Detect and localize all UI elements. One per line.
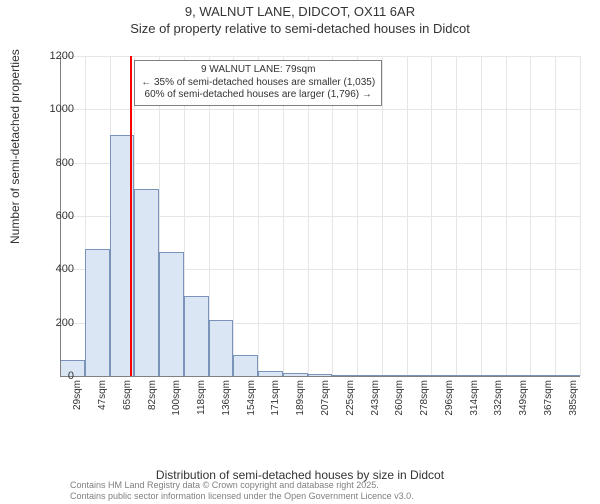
x-tick-label: 189sqm: [295, 380, 306, 420]
gridline-v: [407, 56, 408, 376]
gridline-v: [530, 56, 531, 376]
x-tick-label: 82sqm: [147, 380, 158, 420]
y-axis-label: Number of semi-detached properties: [8, 49, 22, 244]
annotation-line: 60% of semi-detached houses are larger (…: [141, 89, 375, 102]
annotation-line: ← 35% of semi-detached houses are smalle…: [141, 77, 375, 90]
x-tick-label: 296sqm: [444, 380, 455, 420]
gridline-v: [456, 56, 457, 376]
chart-title-line1: 9, WALNUT LANE, DIDCOT, OX11 6AR: [0, 4, 600, 19]
x-tick-label: 65sqm: [122, 380, 133, 420]
x-tick-label: 118sqm: [196, 380, 207, 420]
x-tick-label: 314sqm: [469, 380, 480, 420]
plot-region: 9 WALNUT LANE: 79sqm← 35% of semi-detach…: [60, 56, 580, 436]
x-tick-label: 29sqm: [72, 380, 83, 420]
histogram-bar: [159, 252, 184, 376]
histogram-bar: [209, 320, 234, 376]
histogram-bar: [134, 189, 159, 376]
histogram-bar: [85, 249, 110, 376]
gridline-v: [431, 56, 432, 376]
reference-marker-line: [130, 56, 132, 376]
y-tick-label: 200: [44, 317, 74, 329]
x-tick-label: 243sqm: [370, 380, 381, 420]
y-tick-label: 1000: [44, 103, 74, 115]
y-tick-label: 0: [44, 370, 74, 382]
x-tick-label: 100sqm: [171, 380, 182, 420]
y-tick-label: 1200: [44, 50, 74, 62]
x-tick-label: 154sqm: [246, 380, 257, 420]
x-tick-label: 385sqm: [568, 380, 579, 420]
y-tick-label: 800: [44, 157, 74, 169]
chart-title-line2: Size of property relative to semi-detach…: [0, 21, 600, 36]
x-tick-label: 171sqm: [270, 380, 281, 420]
gridline-v: [481, 56, 482, 376]
x-tick-label: 225sqm: [345, 380, 356, 420]
gridline-h: [60, 56, 580, 57]
marker-annotation: 9 WALNUT LANE: 79sqm← 35% of semi-detach…: [134, 60, 382, 106]
y-tick-label: 400: [44, 263, 74, 275]
gridline-v: [506, 56, 507, 376]
y-tick-label: 600: [44, 210, 74, 222]
x-tick-label: 47sqm: [97, 380, 108, 420]
gridline-v: [555, 56, 556, 376]
attribution-footer: Contains HM Land Registry data © Crown c…: [70, 480, 414, 502]
footer-line1: Contains HM Land Registry data © Crown c…: [70, 480, 414, 491]
histogram-bar: [184, 296, 209, 376]
gridline-h: [60, 109, 580, 110]
annotation-line: 9 WALNUT LANE: 79sqm: [141, 64, 375, 77]
x-tick-label: 278sqm: [419, 380, 430, 420]
x-tick-label: 207sqm: [320, 380, 331, 420]
x-tick-label: 367sqm: [543, 380, 554, 420]
footer-line2: Contains public sector information licen…: [70, 491, 414, 502]
gridline-v: [580, 56, 581, 376]
histogram-bar: [233, 355, 258, 376]
x-tick-label: 349sqm: [518, 380, 529, 420]
x-tick-label: 332sqm: [493, 380, 504, 420]
chart-area: 9 WALNUT LANE: 79sqm← 35% of semi-detach…: [60, 56, 580, 436]
gridline-h: [60, 163, 580, 164]
x-tick-label: 136sqm: [221, 380, 232, 420]
x-axis-line: [60, 376, 580, 377]
x-tick-label: 260sqm: [394, 380, 405, 420]
